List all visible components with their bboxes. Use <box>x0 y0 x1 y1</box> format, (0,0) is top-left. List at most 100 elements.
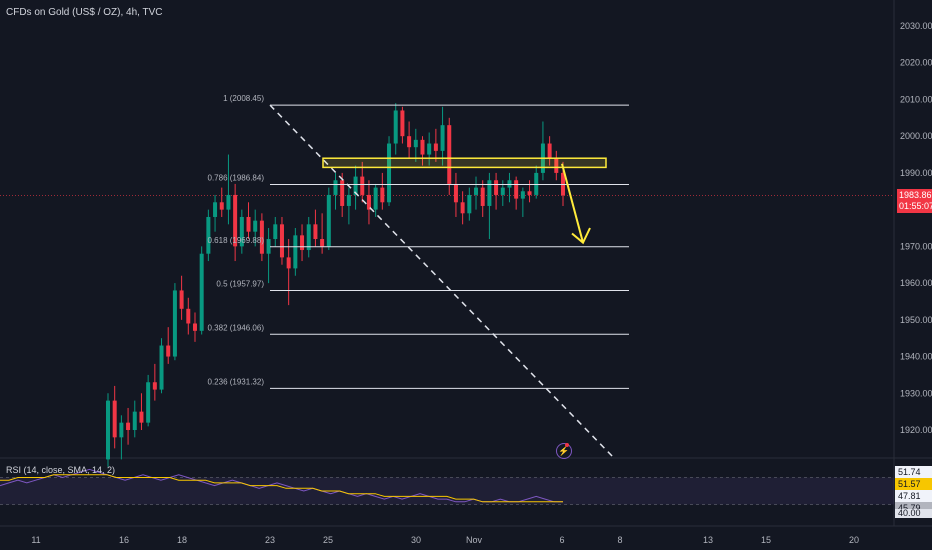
candle-body <box>500 187 505 195</box>
time-tick-label: 16 <box>119 535 129 545</box>
candle-body <box>353 176 358 195</box>
price-tick-label: 1930.00 <box>900 388 932 398</box>
candle-body <box>366 194 371 210</box>
candle-body <box>427 143 432 155</box>
candle-body <box>253 220 258 232</box>
price-tick-label: 1960.00 <box>900 278 932 288</box>
price-tick-label: 2000.00 <box>900 131 932 141</box>
price-tick-label: 1950.00 <box>900 315 932 325</box>
candle-body <box>306 224 311 251</box>
candle-body <box>186 308 191 324</box>
time-tick-label: 11 <box>31 535 40 545</box>
candle-body <box>139 411 144 423</box>
candle-body <box>146 382 151 423</box>
candle-body <box>313 224 318 240</box>
fib-label: 0.618 (1969.88) <box>208 236 265 245</box>
candle-body <box>507 180 512 188</box>
price-tick-label: 2020.00 <box>900 58 932 68</box>
price-tick-label: 1990.00 <box>900 168 932 178</box>
projection-arrow <box>561 163 584 243</box>
candle-body <box>554 158 559 173</box>
candle-body <box>340 180 345 206</box>
time-axis[interactable]: 11 16 18 23 25 30 Nov 6 8 13 15 20 <box>31 535 859 545</box>
candle-body <box>112 400 117 438</box>
time-tick-label: 30 <box>411 535 421 545</box>
price-tick-label: 1970.00 <box>900 241 932 251</box>
rsi-badge-2: 51.57 <box>895 478 932 490</box>
time-tick-label: 23 <box>265 535 275 545</box>
candle-body <box>326 194 331 247</box>
candle-body <box>440 125 445 151</box>
symbol-title[interactable]: CFDs on Gold (US$ / OZ), 4h, TVC <box>6 7 163 18</box>
fib-label: 1 (2008.45) <box>223 94 264 103</box>
candle-body <box>273 224 278 240</box>
candle-body <box>106 400 110 460</box>
projection-arrowhead <box>571 227 591 245</box>
lightning-icon[interactable]: ⚡ <box>556 443 572 459</box>
current-price-badge: 1983.86 01:55:07 <box>897 189 932 213</box>
candle-body <box>179 290 184 309</box>
rsi-ma-line <box>0 474 563 503</box>
candle-body <box>152 382 157 390</box>
fib-label: 0.5 (1957.97) <box>216 280 264 289</box>
candle-body <box>333 180 338 195</box>
price-tick-label: 1940.00 <box>900 352 932 362</box>
price-pane[interactable]: 1 (2008.45) 0.786 (1986.84) 0.618 (1969.88… <box>0 0 932 527</box>
fib-label: 0.236 (1931.32) <box>208 377 265 386</box>
candle-body <box>206 216 211 254</box>
rsi-badge-3: 47.81 <box>895 490 932 502</box>
candle-body <box>467 194 472 214</box>
time-tick-label: 13 <box>703 535 713 545</box>
price-axis[interactable]: 1920.00 1930.00 1940.00 1950.00 1960.00 1970.… <box>900 21 932 435</box>
dashed-trendline <box>269 104 615 459</box>
candle-body <box>474 187 479 195</box>
candle-body <box>480 187 485 206</box>
candle-body <box>279 224 284 258</box>
candle-body <box>360 176 365 195</box>
candle-body <box>547 143 552 159</box>
resistance-zone <box>322 157 607 169</box>
candle-body <box>520 191 525 199</box>
candle-body <box>159 345 164 390</box>
candle-body <box>433 143 438 151</box>
candle-body <box>192 323 197 331</box>
candle-body <box>320 239 325 247</box>
fib-label: 0.382 (1946.06) <box>208 323 265 332</box>
candle-body <box>126 422 131 430</box>
time-tick-label: 18 <box>177 535 187 545</box>
candle-body <box>132 411 137 430</box>
current-price: 1983.86 <box>899 190 932 200</box>
candle-body <box>213 202 218 217</box>
candle-body <box>534 172 539 195</box>
candle-body <box>494 180 499 195</box>
price-tick-label: 2030.00 <box>900 21 932 31</box>
candle-body <box>413 139 418 148</box>
rsi-title[interactable]: RSI (14, close, SMA, 14, 2) <box>6 465 116 475</box>
price-tick-label: 1920.00 <box>900 425 932 435</box>
candle-body <box>420 139 425 155</box>
candle-body <box>407 136 412 148</box>
candle-body <box>393 110 398 144</box>
candle-body <box>346 194 351 206</box>
candle-body <box>226 194 231 210</box>
candle-body <box>166 345 171 357</box>
candle-body <box>199 253 204 331</box>
rsi-badge-5: 40.00 <box>895 509 932 518</box>
candle-body <box>286 257 291 269</box>
candle-body <box>233 194 238 247</box>
time-tick-label: Nov <box>466 535 483 545</box>
candle-body <box>246 216 251 232</box>
candle-body <box>527 191 532 195</box>
candle-body <box>219 202 224 210</box>
time-tick-label: 15 <box>761 535 771 545</box>
time-tick-label: 25 <box>323 535 333 545</box>
countdown: 01:55:07 <box>899 201 932 211</box>
rsi-band <box>0 477 894 505</box>
alert-dot <box>565 443 569 447</box>
candle-body <box>453 183 458 203</box>
rsi-line <box>0 468 563 503</box>
candle-body <box>300 235 305 251</box>
candle-body <box>400 110 405 137</box>
rsi-pane[interactable] <box>0 468 894 505</box>
